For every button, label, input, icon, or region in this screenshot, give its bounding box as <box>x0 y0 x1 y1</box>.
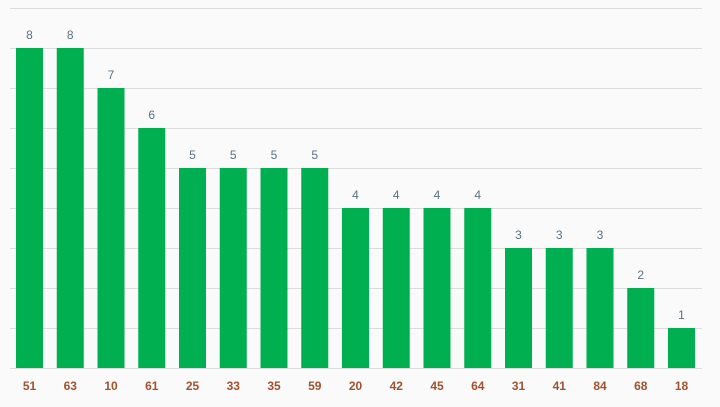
data-label: 8 <box>26 28 33 42</box>
category-labels: 51 63 10 61 25 33 35 59 20 42 45 64 31 41 84 68 18 <box>23 379 689 393</box>
x-tick-label: 61 <box>145 379 159 393</box>
x-tick-label: 18 <box>675 379 689 393</box>
bar <box>260 168 288 368</box>
x-tick-label: 33 <box>227 379 241 393</box>
data-label: 5 <box>271 148 278 162</box>
x-tick-label: 20 <box>349 379 363 393</box>
data-label: 6 <box>148 108 155 122</box>
bar <box>668 328 695 368</box>
bar <box>382 208 410 368</box>
x-tick-label: 59 <box>308 379 322 393</box>
data-label: 4 <box>352 188 359 202</box>
x-tick-label: 41 <box>553 379 567 393</box>
x-tick-label: 64 <box>471 379 485 393</box>
bar <box>301 168 329 368</box>
bars <box>16 48 695 368</box>
data-label: 5 <box>230 148 237 162</box>
data-label: 8 <box>67 28 74 42</box>
x-tick-label: 31 <box>512 379 526 393</box>
data-labels: 8 8 7 6 5 5 5 5 4 4 4 4 3 3 3 2 1 <box>26 28 685 322</box>
data-label: 4 <box>434 188 441 202</box>
data-label: 5 <box>189 148 196 162</box>
data-label: 3 <box>556 228 563 242</box>
data-label: 1 <box>678 308 685 322</box>
x-tick-label: 25 <box>186 379 200 393</box>
bar <box>56 48 84 368</box>
bar <box>627 288 655 368</box>
x-tick-label: 45 <box>430 379 444 393</box>
bar <box>138 128 166 368</box>
bar <box>16 48 43 368</box>
bar <box>545 248 573 368</box>
x-tick-label: 35 <box>267 379 281 393</box>
bar <box>179 168 206 368</box>
bar <box>505 248 532 368</box>
bar <box>342 208 369 368</box>
data-label: 2 <box>637 268 644 282</box>
x-tick-label: 63 <box>64 379 78 393</box>
bar <box>586 248 614 368</box>
bar <box>464 208 492 368</box>
x-tick-label: 68 <box>634 379 648 393</box>
bar <box>219 168 247 368</box>
bar <box>423 208 451 368</box>
data-label: 5 <box>311 148 318 162</box>
x-tick-label: 84 <box>593 379 607 393</box>
data-label: 4 <box>474 188 481 202</box>
bar <box>97 88 125 368</box>
x-tick-label: 42 <box>390 379 404 393</box>
x-tick-label: 10 <box>104 379 118 393</box>
data-label: 3 <box>597 228 604 242</box>
data-label: 3 <box>515 228 522 242</box>
data-label: 7 <box>108 68 115 82</box>
data-label: 4 <box>393 188 400 202</box>
x-tick-label: 51 <box>23 379 37 393</box>
